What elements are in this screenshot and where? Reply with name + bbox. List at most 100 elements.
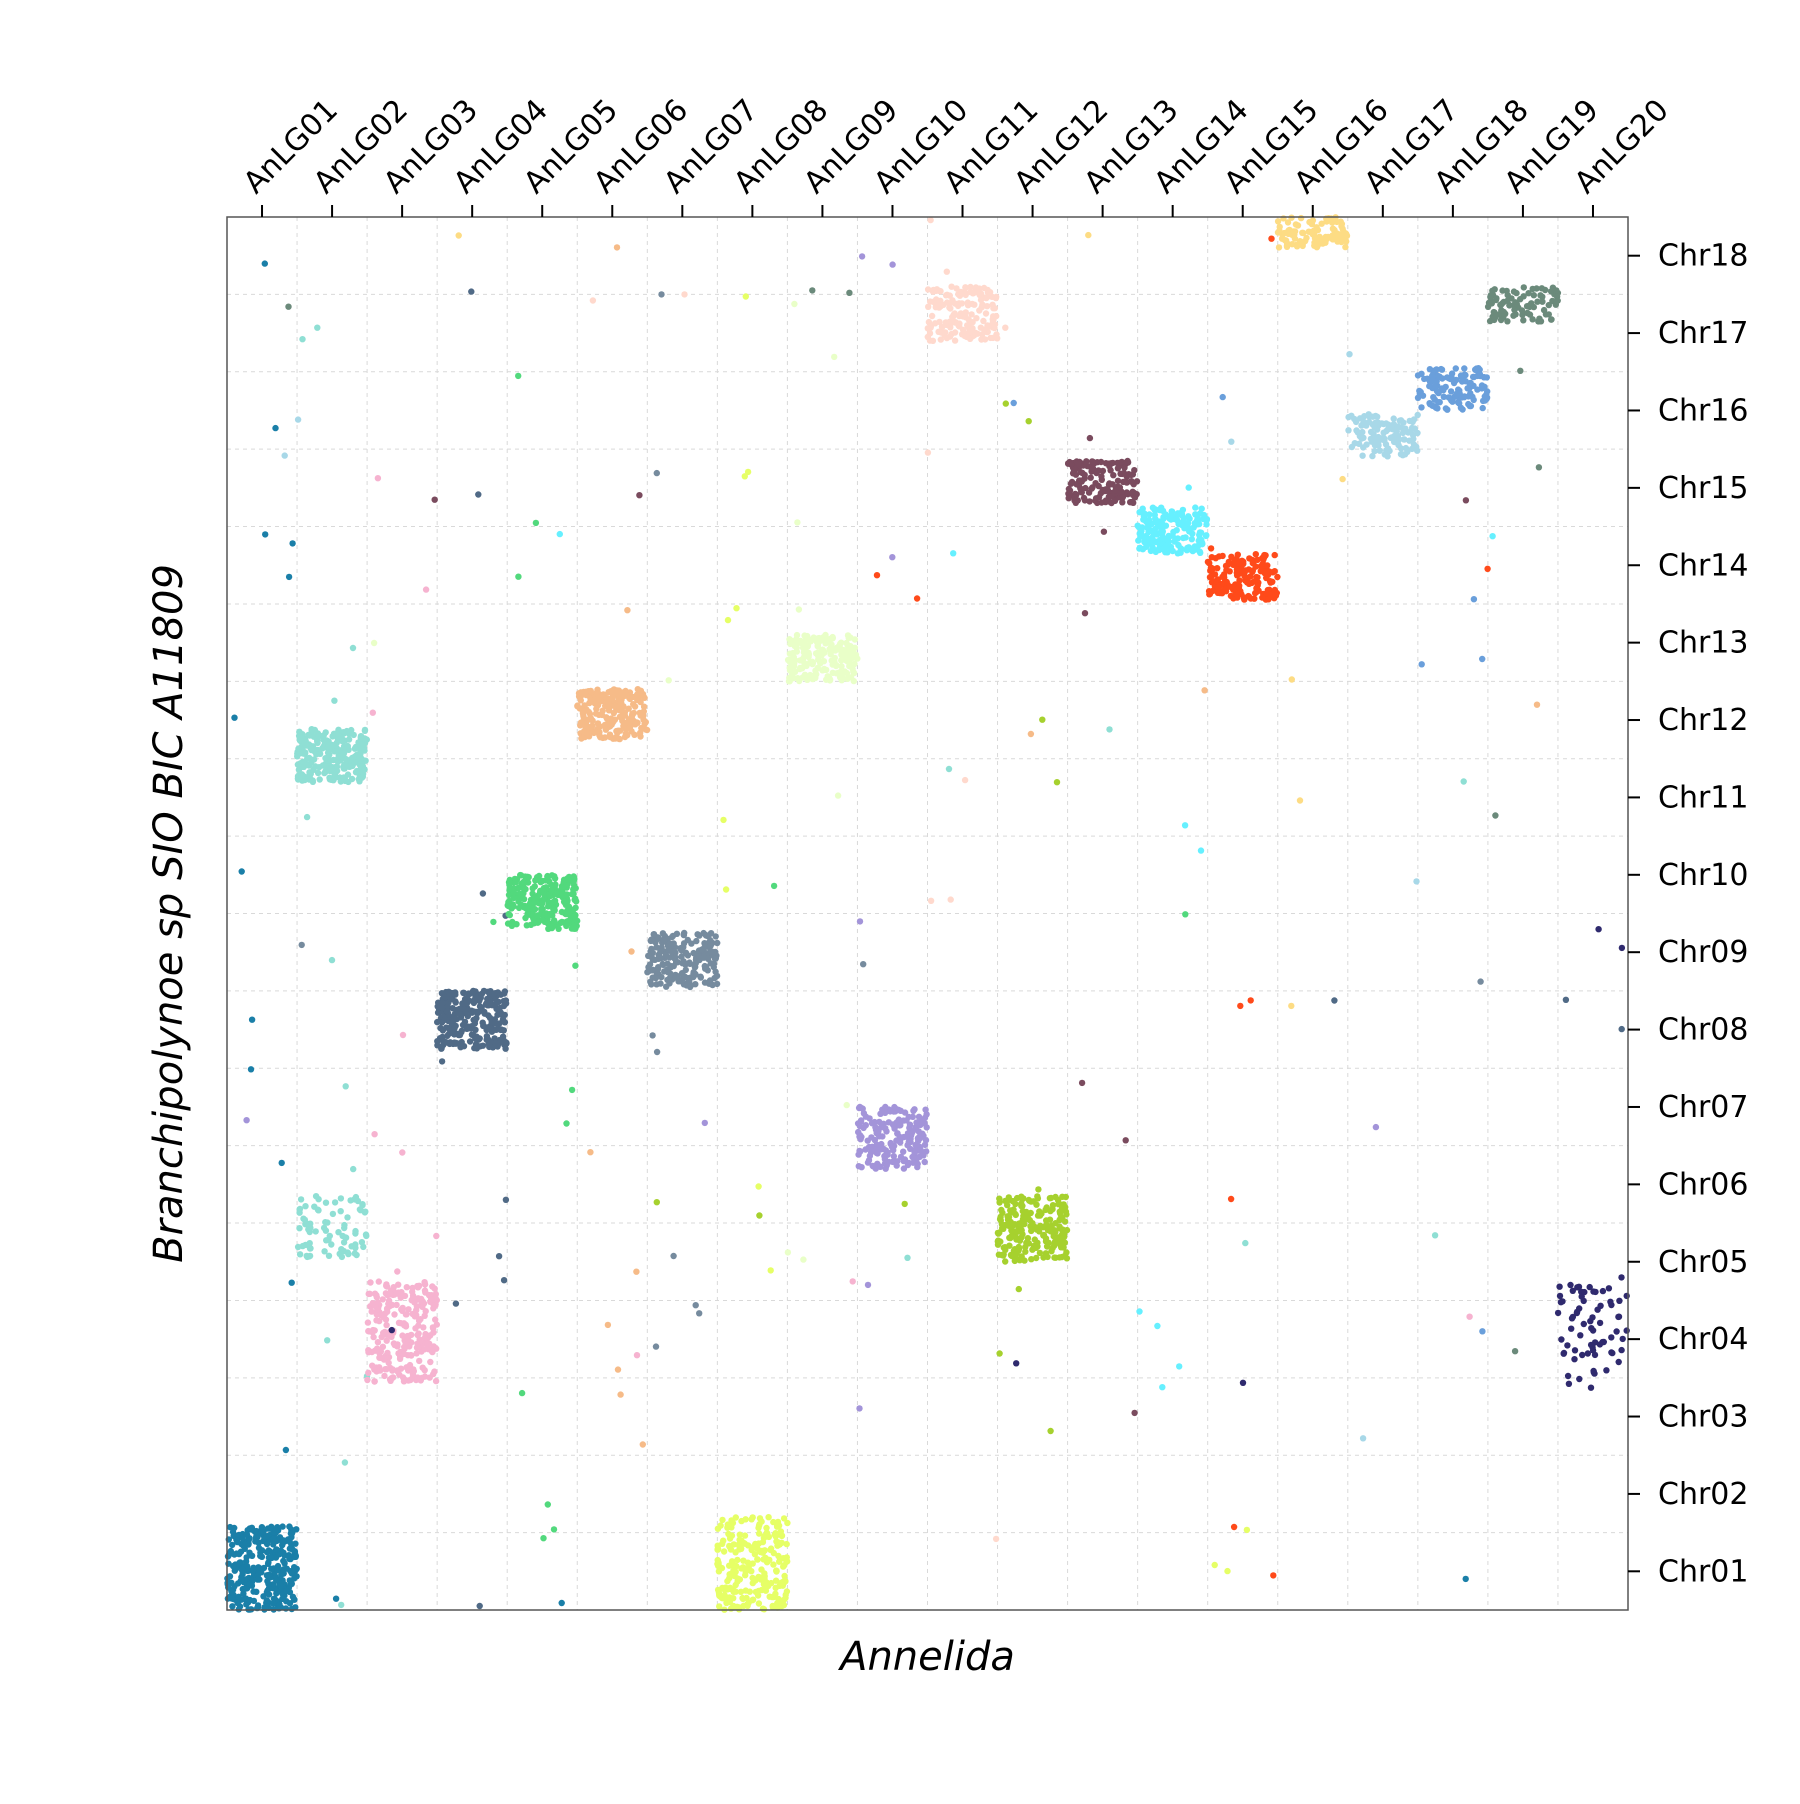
data-point — [231, 714, 238, 721]
data-point — [812, 674, 819, 682]
data-point — [1188, 536, 1196, 543]
data-point — [268, 1565, 275, 1573]
data-point — [1600, 1338, 1608, 1346]
data-point — [977, 290, 985, 297]
data-point — [295, 745, 302, 752]
data-point — [981, 326, 988, 333]
data-point — [403, 1311, 410, 1318]
data-point — [736, 1604, 743, 1611]
data-point — [559, 883, 567, 890]
data-point — [765, 1514, 772, 1521]
data-point — [291, 1596, 298, 1603]
data-point — [637, 687, 645, 694]
data-point — [1237, 1002, 1244, 1010]
data-point — [716, 1603, 723, 1610]
data-point — [438, 1004, 446, 1011]
data-point — [395, 1319, 403, 1327]
data-point — [1429, 372, 1436, 379]
data-point — [1092, 480, 1099, 487]
data-point — [891, 1103, 898, 1111]
data-point — [1205, 559, 1213, 567]
data-point — [778, 1539, 785, 1547]
data-point — [1184, 544, 1191, 552]
data-point — [348, 775, 356, 783]
data-point — [1089, 458, 1096, 465]
data-point — [962, 314, 969, 321]
data-point — [701, 979, 709, 986]
data-point — [1590, 1367, 1597, 1375]
data-point — [375, 1278, 382, 1285]
data-point — [1618, 944, 1626, 952]
data-point — [752, 1577, 759, 1584]
data-point — [1016, 1257, 1023, 1264]
data-point — [1068, 461, 1075, 468]
data-point — [1036, 1210, 1043, 1218]
data-point — [589, 722, 596, 729]
data-point — [973, 315, 980, 322]
data-point — [621, 733, 629, 741]
data-point — [472, 1041, 480, 1048]
data-point — [1383, 427, 1390, 435]
data-point — [1119, 499, 1126, 506]
data-point — [427, 1358, 434, 1366]
data-point — [272, 424, 279, 432]
block-AnLG16-Chr18 — [455, 214, 1351, 1010]
data-point — [1318, 220, 1325, 227]
data-point — [769, 1602, 776, 1610]
data-point — [845, 634, 852, 641]
data-point — [1599, 1287, 1607, 1295]
data-point — [407, 1376, 414, 1384]
data-point — [350, 731, 357, 739]
data-point — [486, 1025, 493, 1033]
data-point — [756, 1212, 763, 1219]
data-point — [1109, 459, 1117, 467]
data-point — [998, 1221, 1006, 1228]
data-point — [720, 1537, 727, 1544]
data-point — [545, 903, 552, 910]
data-point — [1049, 1206, 1056, 1213]
data-point — [1477, 978, 1484, 985]
data-point — [385, 1359, 392, 1367]
data-point — [248, 1582, 256, 1589]
data-point — [783, 1540, 790, 1548]
data-point — [359, 1202, 366, 1209]
data-point — [599, 707, 606, 714]
data-point — [548, 887, 555, 894]
data-point — [1536, 318, 1543, 325]
data-point — [712, 933, 719, 940]
data-point — [1348, 412, 1355, 419]
data-point — [923, 1124, 930, 1131]
y-tick-label: Chr06 — [1658, 1167, 1748, 1202]
data-point — [443, 1008, 451, 1015]
data-point — [1121, 464, 1128, 471]
data-point — [775, 1552, 782, 1560]
data-point — [322, 1219, 329, 1226]
data-point — [639, 1441, 646, 1448]
data-point — [236, 1559, 243, 1566]
data-point — [878, 1124, 885, 1131]
data-point — [1414, 447, 1421, 454]
data-point — [658, 973, 665, 981]
data-point — [1115, 459, 1122, 467]
data-point — [332, 748, 340, 755]
data-point — [321, 1248, 328, 1255]
y-tick-label: Chr03 — [1658, 1400, 1748, 1435]
data-point — [1081, 610, 1089, 617]
data-point — [414, 1284, 422, 1291]
data-point — [843, 1101, 850, 1109]
data-point — [843, 656, 850, 663]
data-point — [1252, 551, 1260, 558]
data-point — [1062, 1204, 1069, 1211]
data-point — [243, 1531, 251, 1538]
data-point — [1207, 545, 1215, 552]
data-point — [915, 1128, 922, 1135]
data-point — [1156, 540, 1164, 547]
data-point — [640, 708, 647, 715]
data-point — [804, 642, 812, 649]
data-point — [1336, 231, 1344, 239]
data-point — [1065, 485, 1073, 493]
data-point — [1182, 911, 1189, 918]
data-point — [653, 1048, 661, 1056]
data-point — [1400, 436, 1407, 443]
data-point — [500, 1277, 508, 1284]
